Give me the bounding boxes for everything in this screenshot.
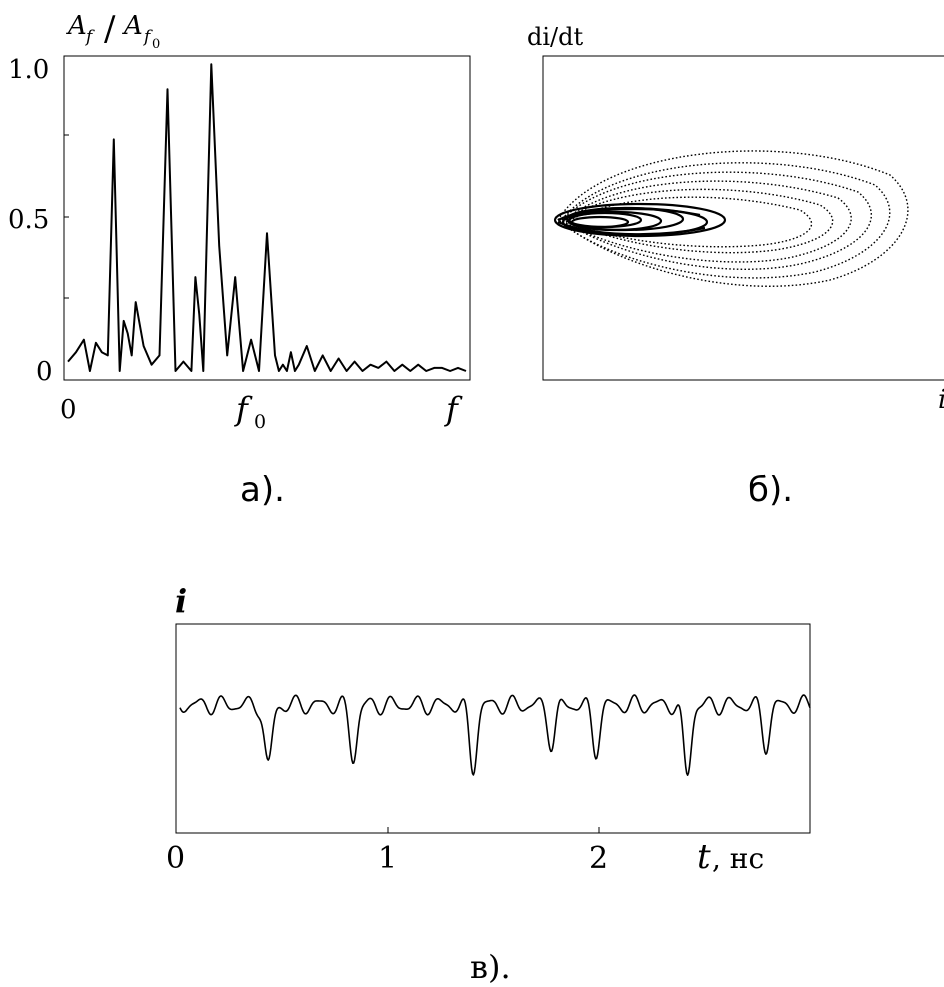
panel-a-ytick-0.5: 0.5 bbox=[8, 205, 49, 235]
panel-v-xtick-0: 0 bbox=[166, 841, 185, 876]
panel-v-frame bbox=[175, 623, 811, 834]
panel-a-ylabel-sub2sub: 0 bbox=[152, 37, 160, 52]
panel-b-loop bbox=[561, 180, 852, 263]
panel-b-loop bbox=[557, 150, 909, 287]
panel-b-inner-loop bbox=[557, 220, 706, 236]
panel-a-ylabel-sep: / bbox=[104, 9, 116, 49]
panel-v-xtick-1: 1 bbox=[378, 841, 397, 876]
panel-v-xlabel-t: t bbox=[697, 837, 711, 877]
panel-v: i 0 1 2 t , нс в). bbox=[166, 582, 811, 986]
panel-a-frame bbox=[63, 55, 471, 381]
panel-a-ylabel-main: A bbox=[66, 11, 87, 41]
panel-b-inner-loops bbox=[553, 202, 727, 238]
panel-v-xlabel-unit: , нс bbox=[712, 842, 764, 875]
panel-b-outer-loops bbox=[557, 150, 909, 287]
panel-a-xtick-f0-main: f bbox=[234, 390, 253, 428]
panel-v-current-line bbox=[179, 694, 811, 777]
panel-a-xtick-f0-sub: 0 bbox=[254, 411, 266, 433]
panel-v-xtick-2: 2 bbox=[589, 841, 608, 876]
panel-a: A f / A f 0 1.0 0.5 0 0 f 0 f а). bbox=[8, 9, 471, 510]
panel-a-ylabel-sub: f bbox=[84, 27, 95, 47]
panel-a-ytick-0: 0 bbox=[36, 357, 53, 387]
panel-b-loop bbox=[563, 188, 834, 254]
panel-v-ylabel: i bbox=[175, 582, 187, 620]
panel-a-xtick-0: 0 bbox=[60, 395, 77, 425]
panel-a-spectrum-line bbox=[67, 63, 467, 372]
panel-b-ylabel: di/dt bbox=[527, 23, 583, 51]
panel-b-inner-loop bbox=[570, 215, 630, 229]
panel-b-inner-loop bbox=[557, 206, 701, 221]
panel-b-xlabel: i bbox=[938, 385, 944, 415]
panel-a-caption: а). bbox=[240, 470, 285, 510]
panel-b-caption: б). bbox=[748, 470, 793, 510]
panel-b: di/dt i б). bbox=[527, 23, 944, 510]
panel-b-loop bbox=[560, 171, 872, 270]
panel-a-ylabel-main2: A bbox=[122, 11, 143, 41]
panel-v-caption: в). bbox=[470, 948, 511, 986]
panel-a-xtick-f: f bbox=[444, 390, 463, 428]
panel-b-frame bbox=[542, 55, 944, 381]
panel-a-ytick-1.0: 1.0 bbox=[8, 55, 49, 85]
panel-b-loop bbox=[564, 196, 813, 248]
panel-a-ylabel-sub2: f bbox=[142, 27, 153, 47]
